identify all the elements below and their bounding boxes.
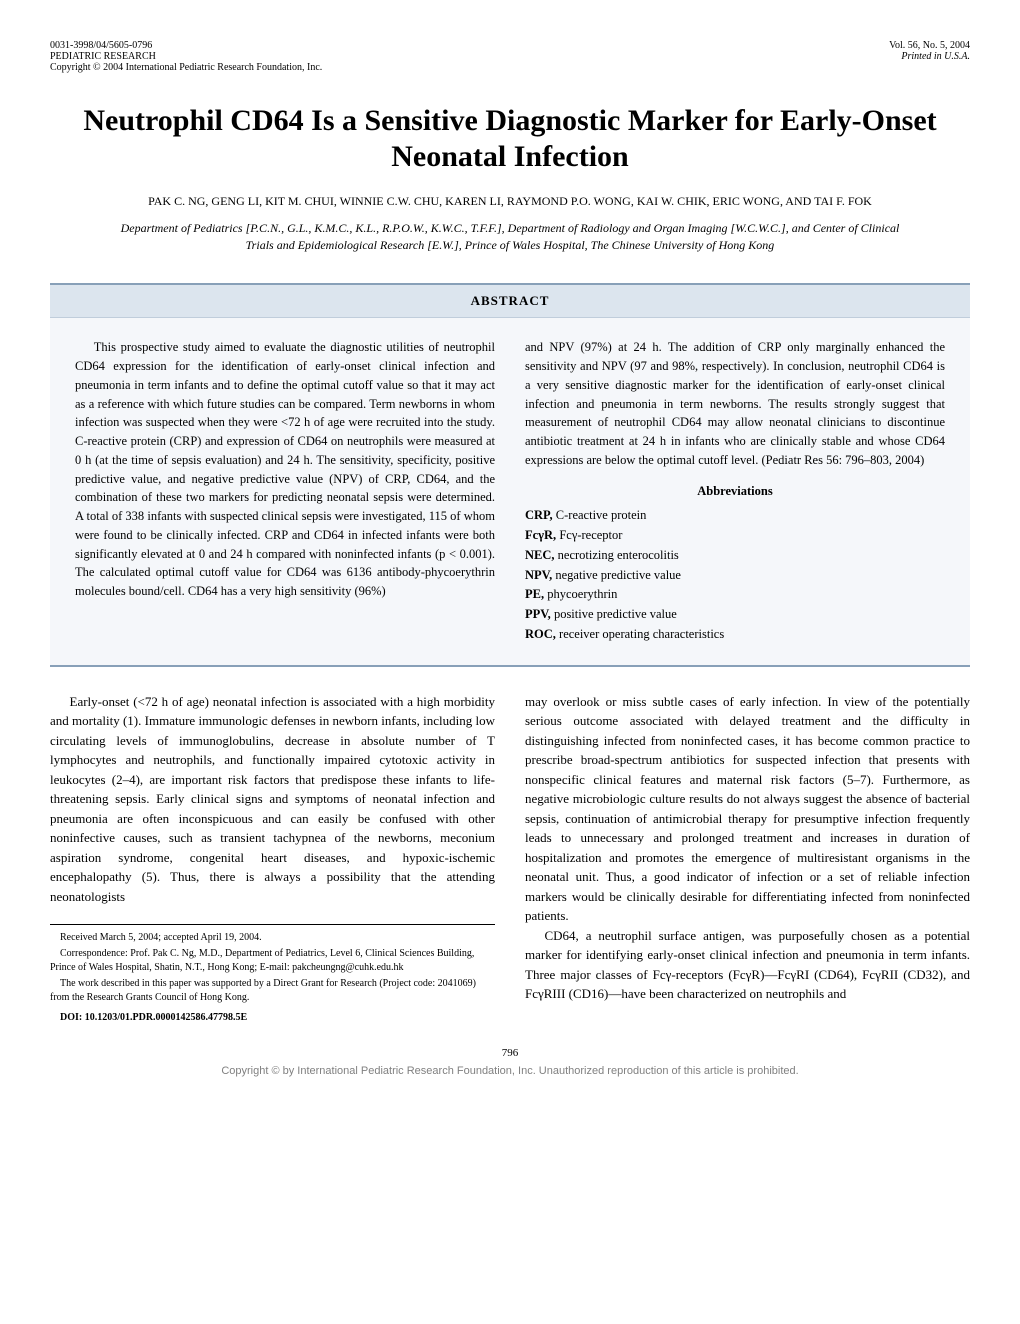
abbreviations-heading: Abbreviations	[525, 482, 945, 501]
abstract-right-col: and NPV (97%) at 24 h. The addition of C…	[525, 338, 945, 644]
page-number: 796	[50, 1047, 970, 1059]
abstract-box: ABSTRACT This prospective study aimed to…	[50, 283, 970, 666]
abbreviation-value: receiver operating characteristics	[556, 627, 724, 641]
author-affiliation: Department of Pediatrics [P.C.N., G.L., …	[50, 220, 970, 254]
abbreviation-item: PPV, positive predictive value	[525, 605, 945, 624]
header-journal: PEDIATRIC RESEARCH	[50, 51, 322, 62]
abbreviation-key: CRP,	[525, 508, 553, 522]
footnote-correspondence: Correspondence: Prof. Pak C. Ng, M.D., D…	[50, 947, 495, 975]
abbreviation-item: NPV, negative predictive value	[525, 566, 945, 585]
header-printed-text: Printed in U.S.A.	[901, 51, 970, 62]
author-list: PAK C. NG, GENG LI, KIT M. CHUI, WINNIE …	[50, 193, 970, 210]
header-right: Vol. 56, No. 5, 2004 Printed in U.S.A.	[889, 40, 970, 73]
copyright-notice: Copyright © by International Pediatric R…	[50, 1065, 970, 1077]
abbreviations-list: CRP, C-reactive proteinFcγR, Fcγ-recepto…	[525, 506, 945, 643]
footnotes: Received March 5, 2004; accepted April 1…	[50, 924, 495, 1025]
header-id: 0031-3998/04/5605-0796	[50, 40, 322, 51]
main-body: Early-onset (<72 h of age) neonatal infe…	[50, 692, 970, 1028]
abbreviation-value: positive predictive value	[551, 607, 677, 621]
header-printed: Printed in U.S.A.	[889, 51, 970, 62]
abstract-right-text: and NPV (97%) at 24 h. The addition of C…	[525, 338, 945, 469]
abbreviation-value: C-reactive protein	[553, 508, 647, 522]
abbreviation-key: NEC,	[525, 548, 555, 562]
abbreviation-item: PE, phycoerythrin	[525, 585, 945, 604]
body-left-col: Early-onset (<72 h of age) neonatal infe…	[50, 692, 495, 1028]
abbreviation-value: necrotizing enterocolitis	[555, 548, 679, 562]
running-header: 0031-3998/04/5605-0796 PEDIATRIC RESEARC…	[50, 40, 970, 73]
abstract-left-col: This prospective study aimed to evaluate…	[75, 338, 495, 644]
abbreviation-key: NPV,	[525, 568, 552, 582]
header-volume: Vol. 56, No. 5, 2004	[889, 40, 970, 51]
body-right-col: may overlook or miss subtle cases of ear…	[525, 692, 970, 1028]
abbreviation-key: ROC,	[525, 627, 556, 641]
abbreviation-item: CRP, C-reactive protein	[525, 506, 945, 525]
article-title: Neutrophil CD64 Is a Sensitive Diagnosti…	[50, 103, 970, 175]
abbreviation-key: FcγR,	[525, 528, 556, 542]
abbreviation-item: FcγR, Fcγ-receptor	[525, 526, 945, 545]
footnote-funding: The work described in this paper was sup…	[50, 977, 495, 1005]
body-right-p2: CD64, a neutrophil surface antigen, was …	[525, 926, 970, 1004]
body-left-p1: Early-onset (<72 h of age) neonatal infe…	[50, 692, 495, 907]
footnote-doi: DOI: 10.1203/01.PDR.0000142586.47798.5E	[50, 1011, 495, 1025]
header-left: 0031-3998/04/5605-0796 PEDIATRIC RESEARC…	[50, 40, 322, 73]
abstract-body: This prospective study aimed to evaluate…	[50, 318, 970, 664]
abstract-left-text: This prospective study aimed to evaluate…	[75, 338, 495, 601]
abbreviation-key: PE,	[525, 587, 544, 601]
abbreviation-value: negative predictive value	[552, 568, 681, 582]
abbreviation-item: ROC, receiver operating characteristics	[525, 625, 945, 644]
abstract-heading: ABSTRACT	[50, 285, 970, 318]
abbreviation-item: NEC, necrotizing enterocolitis	[525, 546, 945, 565]
footnote-received: Received March 5, 2004; accepted April 1…	[50, 931, 495, 945]
abbreviation-value: Fcγ-receptor	[556, 528, 622, 542]
header-copyright: Copyright © 2004 International Pediatric…	[50, 62, 322, 73]
body-right-p1: may overlook or miss subtle cases of ear…	[525, 692, 970, 926]
abbreviation-value: phycoerythrin	[544, 587, 617, 601]
abbreviation-key: PPV,	[525, 607, 551, 621]
